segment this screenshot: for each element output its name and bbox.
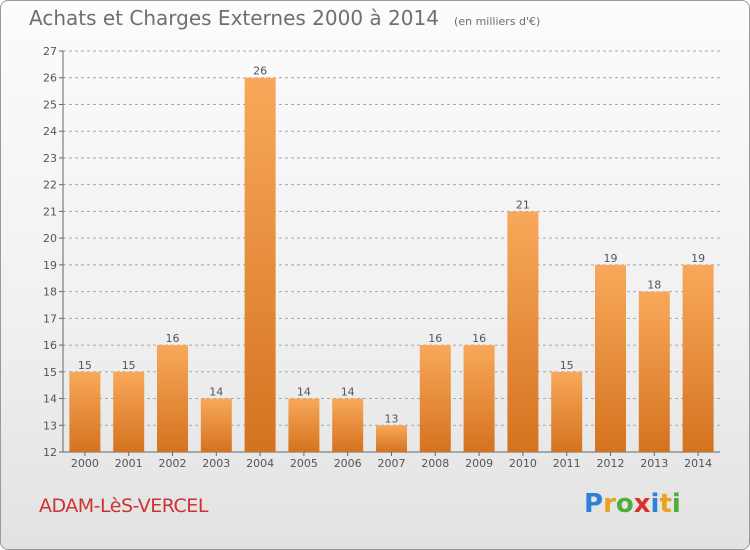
data-label: 14 bbox=[297, 386, 311, 399]
data-label: 15 bbox=[122, 359, 136, 372]
y-tick-label: 17 bbox=[43, 312, 57, 325]
logo-letter: x bbox=[633, 489, 651, 519]
bar bbox=[288, 398, 320, 452]
bar bbox=[419, 345, 451, 452]
chart-title: Achats et Charges Externes 2000 à 2014 bbox=[29, 6, 439, 30]
y-tick-label: 22 bbox=[43, 179, 57, 192]
x-tick-label: 2010 bbox=[509, 457, 537, 470]
x-tick-label: 2013 bbox=[640, 457, 668, 470]
x-tick-label: 2002 bbox=[159, 457, 187, 470]
y-tick-label: 24 bbox=[43, 125, 57, 138]
bar bbox=[595, 264, 626, 452]
bar bbox=[332, 398, 364, 452]
logo-letter: r bbox=[603, 489, 616, 519]
y-tick-label: 16 bbox=[43, 339, 57, 352]
bar bbox=[113, 371, 145, 452]
data-label: 16 bbox=[472, 332, 486, 345]
y-tick-label: 18 bbox=[43, 286, 57, 299]
x-tick-label: 2008 bbox=[421, 457, 449, 470]
y-tick-label: 13 bbox=[43, 419, 57, 432]
bar bbox=[69, 371, 101, 452]
commune-name: ADAM-LèS-VERCEL bbox=[39, 495, 208, 517]
data-label: 26 bbox=[253, 65, 267, 78]
x-tick-label: 2001 bbox=[115, 457, 143, 470]
bar bbox=[157, 345, 188, 452]
data-label: 18 bbox=[647, 279, 661, 292]
data-label: 14 bbox=[341, 386, 355, 399]
bar bbox=[244, 77, 276, 452]
y-tick-label: 25 bbox=[43, 98, 57, 111]
logo-letter: o bbox=[615, 489, 634, 519]
y-tick-label: 15 bbox=[43, 366, 57, 379]
bar bbox=[376, 425, 407, 452]
proxiti-logo: Proxiti bbox=[584, 489, 681, 519]
title-block: Achats et Charges Externes 2000 à 2014 (… bbox=[29, 6, 540, 30]
logo-letter: i bbox=[671, 489, 681, 519]
data-label: 14 bbox=[209, 386, 223, 399]
data-label: 15 bbox=[78, 359, 92, 372]
chart-subtitle: (en milliers d'€) bbox=[454, 15, 541, 28]
data-label: 13 bbox=[385, 412, 399, 425]
y-tick-label: 20 bbox=[43, 232, 57, 245]
x-tick-label: 2014 bbox=[684, 457, 712, 470]
data-label: 19 bbox=[691, 252, 705, 265]
data-label: 15 bbox=[560, 359, 574, 372]
bar bbox=[638, 291, 670, 452]
y-tick-label: 14 bbox=[43, 393, 57, 406]
x-tick-label: 2005 bbox=[290, 457, 318, 470]
y-tick-label: 23 bbox=[43, 152, 57, 165]
bar bbox=[682, 264, 714, 452]
x-tick-label: 2006 bbox=[334, 457, 362, 470]
y-tick-label: 21 bbox=[43, 205, 57, 218]
bar bbox=[507, 211, 539, 452]
data-label: 21 bbox=[516, 198, 530, 211]
data-label: 16 bbox=[166, 332, 180, 345]
bar bbox=[200, 398, 232, 452]
logo-letter: i bbox=[650, 489, 660, 519]
y-tick-label: 19 bbox=[43, 259, 57, 272]
x-tick-label: 2012 bbox=[597, 457, 625, 470]
x-tick-label: 2000 bbox=[71, 457, 99, 470]
x-tick-label: 2011 bbox=[553, 457, 581, 470]
x-tick-label: 2007 bbox=[378, 457, 406, 470]
y-tick-label: 27 bbox=[43, 45, 57, 58]
x-tick-label: 2003 bbox=[202, 457, 230, 470]
bar bbox=[463, 345, 495, 452]
x-tick-label: 2009 bbox=[465, 457, 493, 470]
data-label: 19 bbox=[604, 252, 618, 265]
data-label: 16 bbox=[428, 332, 442, 345]
y-tick-label: 12 bbox=[43, 446, 57, 459]
logo-letter: P bbox=[584, 489, 604, 519]
bar bbox=[551, 371, 583, 452]
x-tick-label: 2004 bbox=[246, 457, 274, 470]
logo-letter: t bbox=[659, 489, 672, 519]
y-tick-label: 26 bbox=[43, 72, 57, 85]
